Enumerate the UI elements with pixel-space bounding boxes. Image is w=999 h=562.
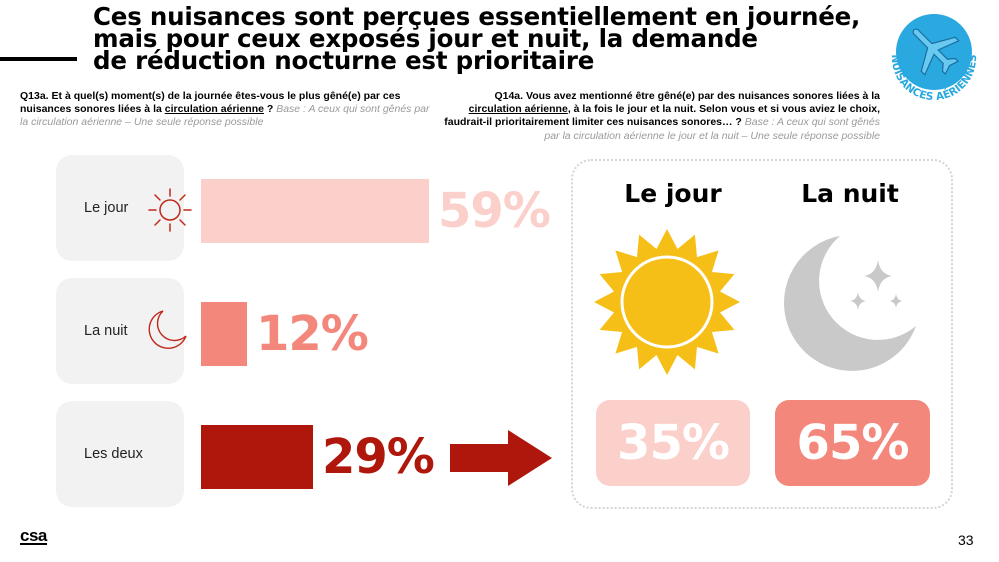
category-label-night: La nuit xyxy=(84,323,128,339)
csa-logo: csa xyxy=(20,526,47,545)
bar-night xyxy=(201,302,247,366)
value-card-night: 65% xyxy=(775,400,930,486)
star-small-2 xyxy=(890,294,902,308)
row-card-day xyxy=(56,155,184,261)
category-label-day: Le jour xyxy=(84,200,129,216)
arrow-right-icon xyxy=(450,430,552,486)
q13-suffix: ? xyxy=(263,103,277,116)
q14-base: Base : A ceux qui sont gênés par la circ… xyxy=(544,116,880,142)
value-card-day: 35% xyxy=(596,400,750,486)
bar-both xyxy=(201,425,313,489)
badge-graphic: NUISANCES AÉRIENNES xyxy=(889,14,979,103)
q14-text: Q14a. Vous avez mentionné être gêné(e) p… xyxy=(494,90,880,102)
star-small-1 xyxy=(850,292,866,310)
night-day-priority-panel xyxy=(571,159,953,509)
title-line-1: Ces nuisances sont perçues essentielleme… xyxy=(93,2,861,31)
value-label-night-priority: 65% xyxy=(796,415,910,471)
sun-outline-icon xyxy=(148,188,192,232)
panel-header-day: Le jour xyxy=(624,179,722,208)
title-line-2: mais pour ceux exposés jour et nuit, la … xyxy=(93,24,758,53)
row-card-both xyxy=(56,401,184,507)
value-label-day: 59% xyxy=(438,183,551,239)
bar-day xyxy=(201,179,429,243)
question-q13a: Q13a. Et à quel(s) moment(s) de la journ… xyxy=(20,90,440,130)
nuisances-aeriennes-badge: NUISANCES AÉRIENNES xyxy=(878,6,990,118)
q13-base: Base : A ceux qui sont gênés par la circ… xyxy=(20,103,430,129)
title-accent-line xyxy=(0,57,77,61)
q13-text: Q13a. Et à quel(s) moment(s) de la journ… xyxy=(20,90,401,116)
title-line-3: de réduction nocturne est prioritaire xyxy=(93,46,595,75)
category-label-both: Les deux xyxy=(84,446,143,462)
page-number: 33 xyxy=(958,532,974,548)
star-large xyxy=(864,260,892,292)
moon-outline-icon xyxy=(148,310,187,349)
q14-suffix: , à la fois le jour et la nuit. Selon vo… xyxy=(444,103,880,129)
question-q14a: Q14a. Vous avez mentionné être gêné(e) p… xyxy=(440,90,880,143)
airplane-icon xyxy=(912,28,960,76)
value-label-night: 12% xyxy=(256,306,369,362)
value-label-both: 29% xyxy=(322,429,435,485)
moon-stars-icon xyxy=(784,236,916,371)
panel-header-night: La nuit xyxy=(801,179,899,208)
row-card-night xyxy=(56,278,184,384)
q14-underlined: circulation aérienne xyxy=(468,103,568,116)
q13-underlined: circulation aérienne xyxy=(164,103,264,116)
page-title: Ces nuisances sont perçues essentielleme… xyxy=(93,2,883,75)
value-label-day-priority: 35% xyxy=(617,415,730,471)
sun-icon xyxy=(594,229,740,375)
